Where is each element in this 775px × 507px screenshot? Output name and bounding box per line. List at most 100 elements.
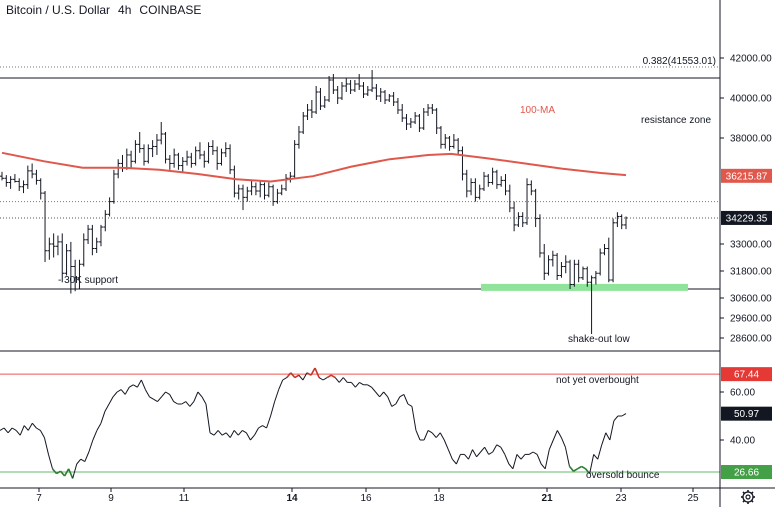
rsi-segment bbox=[124, 386, 130, 395]
time-tick-label: 14 bbox=[286, 493, 298, 504]
candle bbox=[185, 150, 190, 166]
rsi-segment bbox=[560, 437, 566, 448]
candle bbox=[507, 184, 512, 213]
candle bbox=[537, 214, 542, 258]
time-tick-label: 16 bbox=[360, 493, 372, 504]
candle bbox=[202, 150, 207, 168]
rsi-lower-tag: 26.66 bbox=[721, 465, 772, 480]
rsi-segment bbox=[492, 444, 498, 453]
gear-icon[interactable] bbox=[741, 490, 755, 504]
rsi-segment bbox=[169, 394, 175, 402]
rsi-last-tag-bg bbox=[721, 406, 772, 421]
rsi-segment bbox=[27, 422, 33, 431]
candle bbox=[559, 262, 564, 278]
rsi-segment bbox=[536, 454, 542, 465]
rsi-segment bbox=[120, 389, 126, 395]
rsi-segment bbox=[472, 449, 478, 458]
rsi-segment bbox=[621, 413, 627, 417]
rsi-segment bbox=[15, 430, 21, 436]
rsi-segment bbox=[84, 451, 90, 462]
ma-price-tag: 36215.87 bbox=[721, 168, 772, 183]
rsi-tick-label: 60.00 bbox=[730, 388, 755, 399]
rsi-segment bbox=[496, 444, 502, 448]
candle bbox=[129, 150, 134, 168]
oversold-label: oversold bounce bbox=[586, 470, 660, 481]
candle bbox=[568, 259, 573, 289]
candle bbox=[292, 140, 297, 179]
candle bbox=[611, 218, 616, 283]
candle bbox=[443, 134, 448, 149]
candle bbox=[365, 86, 370, 96]
candle bbox=[103, 210, 108, 232]
price-pane: Bitcoin / U.S. Dollar 4h COINBASE 0.382(41… bbox=[0, 3, 720, 345]
horizontal-lines bbox=[0, 77, 720, 290]
rsi-segment bbox=[258, 425, 263, 429]
rsi-pane: not yet overbought oversold bounce bbox=[0, 367, 720, 481]
candle bbox=[512, 201, 517, 232]
rsi-segment bbox=[540, 463, 546, 470]
rsi-upper-tag-bg bbox=[721, 367, 772, 382]
candle bbox=[542, 244, 547, 280]
rsi-segment bbox=[573, 468, 578, 472]
candle bbox=[447, 136, 452, 151]
rsi-segment bbox=[108, 396, 114, 405]
rsi-upper-tag-text: 67.44 bbox=[734, 370, 759, 381]
candle bbox=[615, 212, 620, 228]
candle bbox=[193, 146, 198, 166]
candle bbox=[331, 74, 336, 94]
rsi-segment bbox=[181, 401, 187, 405]
rsi-lower-tag-text: 26.66 bbox=[734, 468, 759, 479]
resistance-label: resistance zone bbox=[641, 115, 711, 126]
candle bbox=[228, 144, 233, 175]
rsi-segment bbox=[342, 377, 348, 383]
rsi-axis[interactable]: 60.00 40.00 bbox=[720, 388, 755, 447]
rsi-segment bbox=[508, 463, 514, 470]
ma-line bbox=[1, 151, 627, 183]
candle bbox=[533, 188, 538, 228]
candle bbox=[460, 146, 465, 181]
ma-price-tag-bg bbox=[721, 168, 772, 183]
rsi-segment bbox=[19, 425, 25, 436]
rsi-segment bbox=[266, 415, 272, 429]
rsi-segment bbox=[229, 430, 235, 438]
rsi-segment bbox=[314, 367, 320, 378]
rsi-segment bbox=[302, 372, 308, 381]
rsi-segment bbox=[242, 429, 247, 434]
rsi-segment bbox=[359, 381, 364, 386]
candle bbox=[361, 82, 366, 98]
candle bbox=[163, 132, 168, 164]
rsi-segment bbox=[326, 374, 332, 379]
candle bbox=[529, 180, 534, 196]
rsi-tick-label: 40.00 bbox=[730, 436, 755, 447]
price-tick-label: 29600.00 bbox=[730, 314, 772, 325]
rsi-segment bbox=[556, 430, 562, 438]
time-tick-label: 21 bbox=[541, 493, 553, 504]
candle bbox=[499, 176, 504, 187]
candle bbox=[383, 90, 388, 104]
price-axis[interactable]: 42000.00 40000.00 38000.00 33000.00 31800.00… bbox=[720, 54, 772, 345]
rsi-segment bbox=[532, 451, 538, 455]
candle bbox=[223, 142, 228, 158]
time-axis[interactable]: 7 9 11 14 16 18 21 23 25 bbox=[36, 488, 699, 504]
rsi-segment bbox=[613, 415, 619, 422]
candle bbox=[305, 104, 310, 120]
candle bbox=[296, 126, 301, 149]
candle bbox=[370, 70, 375, 92]
candle bbox=[176, 152, 181, 170]
candle bbox=[253, 182, 258, 196]
candle bbox=[279, 184, 284, 196]
candle bbox=[546, 255, 551, 276]
rsi-upper-tag: 67.44 bbox=[721, 367, 772, 382]
price-tick-label: 38000.00 bbox=[730, 134, 772, 145]
rsi-segment bbox=[221, 432, 227, 436]
rsi-segment bbox=[43, 437, 49, 455]
candle bbox=[301, 112, 306, 134]
candle bbox=[314, 86, 319, 114]
candle bbox=[481, 171, 486, 191]
rsi-segment bbox=[116, 389, 122, 393]
rsi-segment bbox=[72, 463, 78, 479]
rsi-segment bbox=[334, 377, 340, 383]
candle bbox=[469, 178, 474, 196]
candle bbox=[150, 140, 155, 158]
